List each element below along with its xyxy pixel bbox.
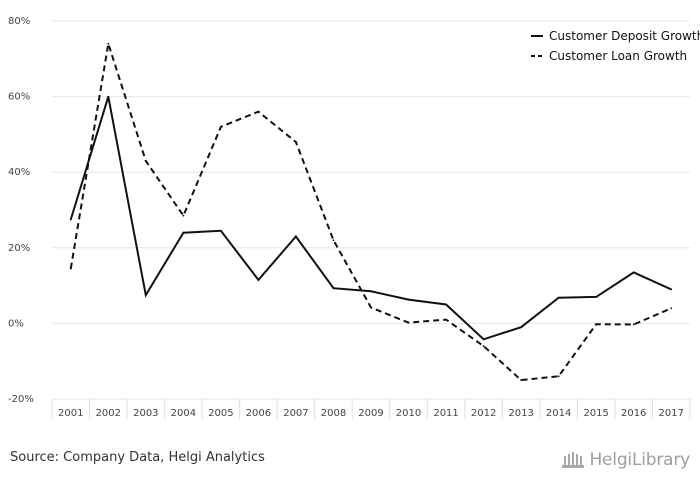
helgi-library-logo: HelgiLibrary [561,449,690,471]
data-point [557,296,560,299]
data-point [144,159,147,162]
x-tick-label: 2016 [621,408,646,419]
data-point [182,214,185,217]
x-tick-label: 2015 [583,408,608,419]
data-point [219,125,222,128]
x-tick-label: 2017 [659,408,684,419]
data-point [407,321,410,324]
data-point [482,338,485,341]
legend-item-label: Customer Loan Growth [549,49,687,63]
data-point [257,279,260,281]
x-tick-label: 2001 [58,408,83,419]
data-point [407,298,410,301]
x-tick-label: 2005 [208,408,233,419]
y-tick-label: 0% [8,318,24,329]
data-point [520,379,523,381]
data-point [370,306,372,309]
series-line-customer-deposit-growth [69,96,672,341]
x-tick-label: 2002 [96,408,121,419]
x-tick-label: 2009 [358,408,383,419]
data-point [69,218,72,221]
data-point [144,294,147,296]
data-point [370,290,372,293]
data-point [632,271,635,274]
data-point [595,323,598,326]
legend: Customer Deposit Growth Customer Loan Gro… [531,29,700,63]
logo-wordmark: HelgiLibrary [589,450,690,470]
x-tick-label: 2007 [283,408,308,419]
legend-item-label: Customer Deposit Growth [549,29,700,43]
x-tick-label: 2003 [133,408,158,419]
data-point [107,42,110,45]
x-axis-ticks: 2001 2002 2003 2004 2005 2006 2007 2008 2009 2010… [58,408,684,419]
x-tick-label: 2006 [246,408,271,419]
data-point [257,110,260,113]
x-tick-label: 2010 [396,408,421,419]
data-point [295,141,297,143]
x-tick-label: 2013 [508,408,533,419]
y-tick-label: 80% [8,16,30,27]
data-point [295,235,297,238]
source-note: Source: Company Data, Helgi Analytics [10,450,265,465]
series-lines [69,42,673,382]
x-tick-label: 2014 [546,408,571,419]
y-axis-ticks: -20% 0% 20% 40% 60% 80% [8,16,34,405]
data-point [632,323,635,326]
x-tick-label: 2004 [171,408,196,419]
data-point [69,267,72,270]
series-line-customer-loan-growth [69,43,672,382]
data-point [332,287,335,290]
data-point [482,345,485,347]
y-tick-label: -20% [8,394,34,405]
x-tick-label: 2011 [433,408,458,419]
grid-lines [51,20,691,419]
data-point [595,296,598,298]
y-tick-label: 40% [8,167,30,178]
data-point [445,303,447,306]
data-point [182,231,185,234]
data-point [557,375,560,378]
data-point [332,239,335,242]
y-tick-label: 20% [8,243,30,254]
data-point [670,307,673,310]
data-point [520,326,523,329]
data-point [670,288,673,291]
x-tick-label: 2008 [321,408,346,419]
data-point [445,318,447,321]
y-tick-label: 60% [8,92,30,103]
x-tick-label: 2012 [471,408,496,419]
library-building-icon [562,452,585,468]
data-point [219,229,222,232]
data-point [107,95,110,98]
